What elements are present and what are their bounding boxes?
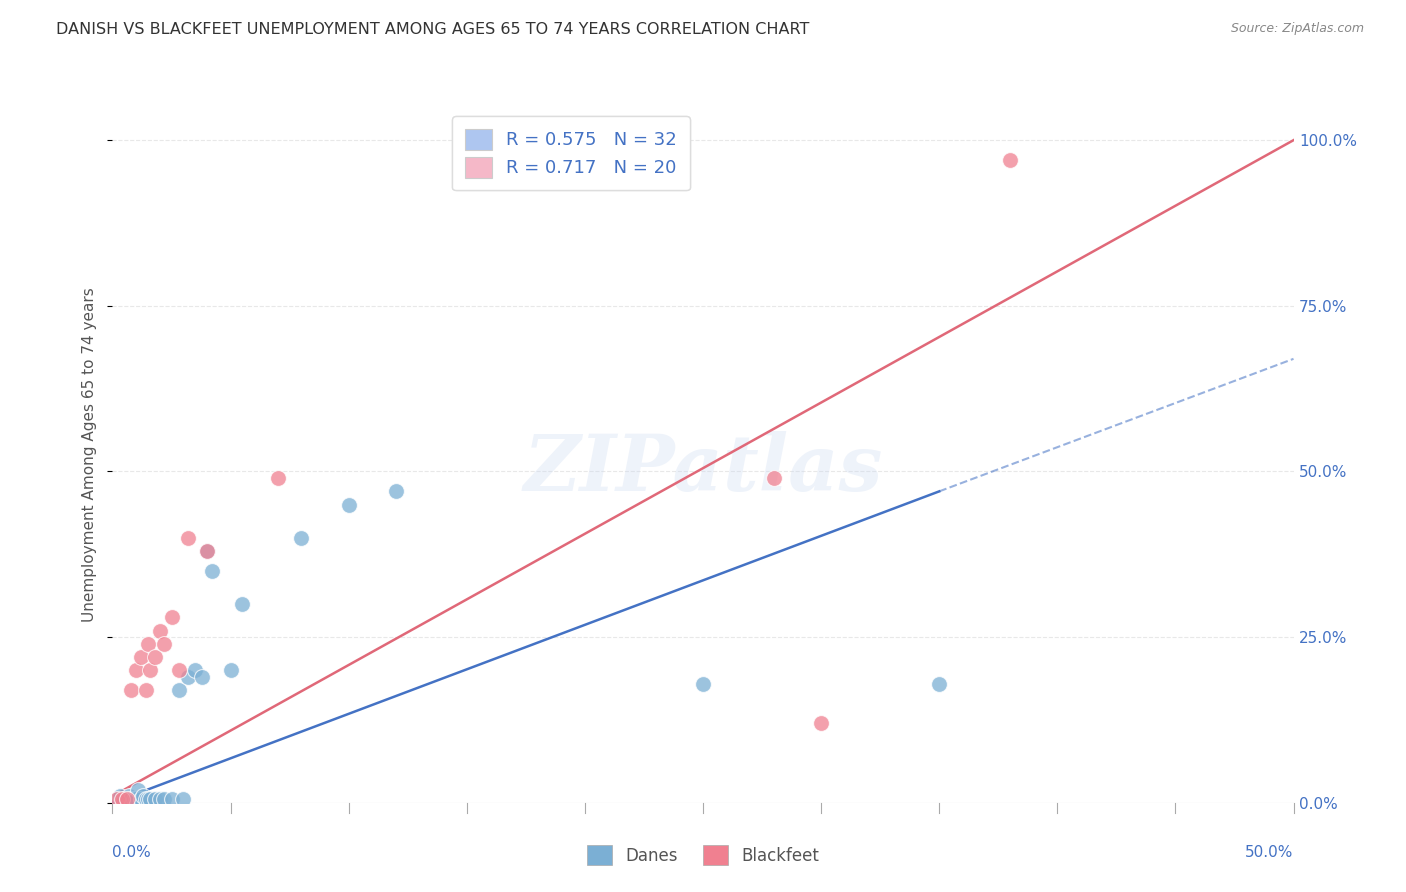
Point xyxy=(143,650,166,665)
Point xyxy=(129,792,152,806)
Point xyxy=(172,792,194,806)
Point xyxy=(177,531,200,545)
Point xyxy=(125,792,148,806)
Point xyxy=(125,663,148,677)
Legend: Danes, Blackfeet: Danes, Blackfeet xyxy=(576,836,830,875)
Point xyxy=(135,792,157,806)
Point xyxy=(160,792,183,806)
Point xyxy=(928,676,950,690)
Y-axis label: Unemployment Among Ages 65 to 74 years: Unemployment Among Ages 65 to 74 years xyxy=(82,287,97,623)
Point xyxy=(153,637,176,651)
Point xyxy=(267,471,290,485)
Point xyxy=(115,792,138,806)
Point xyxy=(122,792,145,806)
Point xyxy=(810,716,832,731)
Point xyxy=(118,789,141,804)
Text: DANISH VS BLACKFEET UNEMPLOYMENT AMONG AGES 65 TO 74 YEARS CORRELATION CHART: DANISH VS BLACKFEET UNEMPLOYMENT AMONG A… xyxy=(56,22,810,37)
Point xyxy=(136,792,159,806)
Point xyxy=(231,597,253,611)
Point xyxy=(184,663,207,677)
Point xyxy=(115,792,138,806)
Point xyxy=(135,683,157,698)
Point xyxy=(132,789,155,804)
Point xyxy=(120,792,142,806)
Point xyxy=(337,498,360,512)
Point xyxy=(167,683,190,698)
Point xyxy=(153,792,176,806)
Point xyxy=(136,637,159,651)
Point xyxy=(177,670,200,684)
Text: 50.0%: 50.0% xyxy=(1246,845,1294,860)
Point xyxy=(105,792,128,806)
Point xyxy=(219,663,242,677)
Point xyxy=(692,676,714,690)
Point xyxy=(998,153,1021,167)
Point xyxy=(105,792,128,806)
Point xyxy=(201,564,224,578)
Point xyxy=(195,544,218,558)
Point xyxy=(149,624,172,638)
Point xyxy=(167,663,190,677)
Point xyxy=(160,610,183,624)
Point xyxy=(139,792,162,806)
Point xyxy=(290,531,312,545)
Text: 0.0%: 0.0% xyxy=(112,845,152,860)
Point xyxy=(191,670,214,684)
Legend: R = 0.575   N = 32, R = 0.717   N = 20: R = 0.575 N = 32, R = 0.717 N = 20 xyxy=(453,116,690,190)
Text: Source: ZipAtlas.com: Source: ZipAtlas.com xyxy=(1230,22,1364,36)
Point xyxy=(195,544,218,558)
Text: ZIPatlas: ZIPatlas xyxy=(523,431,883,507)
Point xyxy=(762,471,785,485)
Point xyxy=(111,792,134,806)
Point xyxy=(108,789,131,804)
Point xyxy=(129,650,152,665)
Point xyxy=(127,782,149,797)
Point xyxy=(149,792,172,806)
Point xyxy=(385,484,408,499)
Point xyxy=(143,792,166,806)
Point xyxy=(112,792,135,806)
Point xyxy=(120,683,142,698)
Point xyxy=(139,663,162,677)
